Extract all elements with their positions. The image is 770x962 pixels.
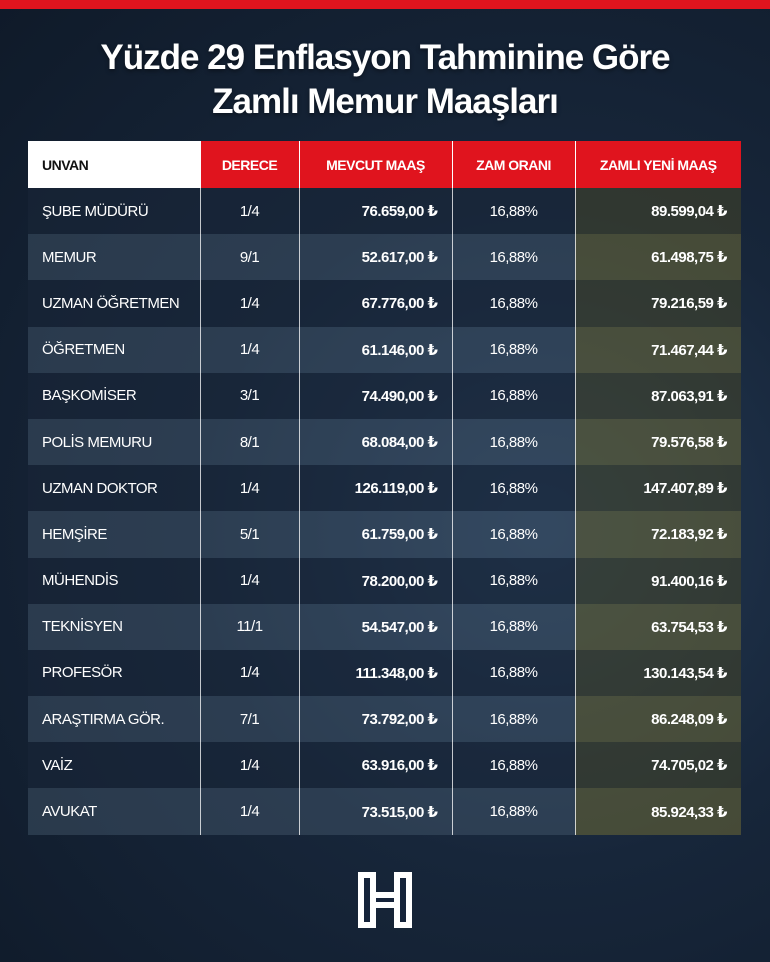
table-cell: 16,88%: [452, 696, 576, 743]
table-row: VAİZ 1/4 63.916,00 ₺ 16,88% 74.705,02 ₺: [28, 742, 741, 789]
table-cell: UZMAN DOKTOR: [28, 465, 201, 512]
table-cell: AVUKAT: [28, 788, 201, 835]
table-cell: 16,88%: [452, 557, 576, 604]
title-line: Yüzde 29 Enflasyon Tahminine Göre: [100, 38, 670, 77]
table-cell: 1/4: [200, 742, 300, 789]
table-row: POLİS MEMURU 8/1 68.084,00 ₺ 16,88% 79.576,5…: [28, 418, 741, 466]
table-cell: 1/4: [200, 649, 300, 697]
table-cell: 111.348,00 ₺: [299, 649, 453, 697]
table-cell: 87.063,91 ₺: [575, 372, 741, 419]
table-cell: 16,88%: [452, 372, 576, 419]
table-cell: 71.467,44 ₺: [575, 326, 741, 373]
table-cell: 1/4: [200, 788, 300, 835]
table-cell: MÜHENDİS: [28, 557, 201, 604]
table-cell: 3/1: [200, 372, 300, 419]
table-row: MEMUR 9/1 52.617,00 ₺ 16,88% 61.498,75 ₺: [28, 234, 741, 281]
table-cell: 61.146,00 ₺: [299, 326, 453, 373]
table-cell: 16,88%: [452, 418, 576, 466]
table-cell: 16,88%: [452, 280, 576, 327]
table-cell: POLİS MEMURU: [28, 418, 201, 466]
column-header: MEVCUT MAAŞ: [299, 141, 453, 188]
table-cell: 63.916,00 ₺: [299, 742, 453, 789]
table-cell: 72.183,92 ₺: [575, 511, 741, 558]
table-body: ŞUBE MÜDÜRÜ 1/4 76.659,00 ₺ 16,88% 89.599,04…: [28, 188, 741, 835]
table-cell: ŞUBE MÜDÜRÜ: [28, 188, 201, 235]
column-header: DERECE: [200, 141, 300, 188]
table-cell: 74.705,02 ₺: [575, 742, 741, 789]
top-bar: [0, 0, 770, 9]
table-cell: TEKNİSYEN: [28, 603, 201, 650]
table-cell: 63.754,53 ₺: [575, 603, 741, 650]
table-cell: 16,88%: [452, 188, 576, 235]
header-row: UNVAN DERECE MEVCUT MAAŞ ZAM ORANI ZAMLI YEN…: [28, 141, 741, 188]
table-cell: 91.400,16 ₺: [575, 557, 741, 604]
table-cell: 86.248,09 ₺: [575, 696, 741, 743]
table-cell: 67.776,00 ₺: [299, 280, 453, 327]
table-cell: 61.498,75 ₺: [575, 234, 741, 281]
table-cell: VAİZ: [28, 742, 201, 789]
table-cell: 5/1: [200, 511, 300, 558]
table-cell: 76.659,00 ₺: [299, 188, 453, 235]
table-cell: BAŞKOMİSER: [28, 372, 201, 419]
table-cell: 73.515,00 ₺: [299, 788, 453, 835]
table-cell: 85.924,33 ₺: [575, 788, 741, 835]
table-row: ARAŞTIRMA GÖR. 7/1 73.792,00 ₺ 16,88% 86.248…: [28, 696, 741, 743]
table-cell: 89.599,04 ₺: [575, 188, 741, 235]
table-cell: 52.617,00 ₺: [299, 234, 453, 281]
table-cell: 61.759,00 ₺: [299, 511, 453, 558]
table-cell: 16,88%: [452, 649, 576, 697]
table-cell: 1/4: [200, 557, 300, 604]
table-row: HEMŞİRE 5/1 61.759,00 ₺ 16,88% 72.183,92 ₺: [28, 511, 741, 558]
column-header: UNVAN: [28, 141, 201, 188]
column-header: ZAM ORANI: [452, 141, 576, 188]
table-cell: 126.119,00 ₺: [299, 465, 453, 512]
table-row: MÜHENDİS 1/4 78.200,00 ₺ 16,88% 91.400,16 ₺: [28, 557, 741, 604]
table-row: UZMAN DOKTOR 1/4 126.119,00 ₺ 16,88% 147.407…: [28, 465, 741, 512]
table-cell: 1/4: [200, 326, 300, 373]
table-cell: 130.143,54 ₺: [575, 649, 741, 697]
table-cell: 1/4: [200, 465, 300, 512]
table-cell: 16,88%: [452, 234, 576, 281]
logo: [358, 872, 412, 928]
title-line: Zamlı Memur Maaşları: [212, 82, 559, 121]
table-cell: 16,88%: [452, 465, 576, 512]
table-cell: 16,88%: [452, 326, 576, 373]
table-cell: HEMŞİRE: [28, 511, 201, 558]
table-row: AVUKAT 1/4 73.515,00 ₺ 16,88% 85.924,33 ₺: [28, 788, 741, 835]
table-cell: 68.084,00 ₺: [299, 418, 453, 466]
table-cell: PROFESÖR: [28, 649, 201, 697]
table-cell: 16,88%: [452, 788, 576, 835]
table-cell: 54.547,00 ₺: [299, 603, 453, 650]
table-row: BAŞKOMİSER 3/1 74.490,00 ₺ 16,88% 87.063,91 …: [28, 372, 741, 419]
table-cell: 1/4: [200, 280, 300, 327]
table-row: UZMAN ÖĞRETMEN 1/4 67.776,00 ₺ 16,88% 79.216…: [28, 280, 741, 327]
table-cell: 147.407,89 ₺: [575, 465, 741, 512]
table-cell: ARAŞTIRMA GÖR.: [28, 696, 201, 743]
table-cell: 16,88%: [452, 603, 576, 650]
table-cell: 73.792,00 ₺: [299, 696, 453, 743]
table-cell: MEMUR: [28, 234, 201, 281]
title: Yüzde 29 Enflasyon Tahminine Göre Zamlı …: [0, 36, 770, 124]
table-row: PROFESÖR 1/4 111.348,00 ₺ 16,88% 130.143,54 …: [28, 649, 741, 697]
table-cell: 78.200,00 ₺: [299, 557, 453, 604]
table-row: ŞUBE MÜDÜRÜ 1/4 76.659,00 ₺ 16,88% 89.599,04…: [28, 188, 741, 235]
table-cell: 16,88%: [452, 511, 576, 558]
table-cell: 7/1: [200, 696, 300, 743]
salary-table: UNVAN DERECE MEVCUT MAAŞ ZAM ORANI ZAMLI YEN…: [28, 141, 741, 835]
table-cell: 11/1: [200, 603, 300, 650]
table-cell: 8/1: [200, 418, 300, 466]
table-cell: 1/4: [200, 188, 300, 235]
table-cell: 16,88%: [452, 742, 576, 789]
column-header: ZAMLI YENİ MAAŞ: [575, 141, 741, 188]
table-cell: ÖĞRETMEN: [28, 326, 201, 373]
table-cell: 79.216,59 ₺: [575, 280, 741, 327]
table-row: ÖĞRETMEN 1/4 61.146,00 ₺ 16,88% 71.467,44 ₺: [28, 326, 741, 373]
table-row: TEKNİSYEN 11/1 54.547,00 ₺ 16,88% 63.754,53 …: [28, 603, 741, 650]
table-cell: 74.490,00 ₺: [299, 372, 453, 419]
table-cell: 9/1: [200, 234, 300, 281]
table-cell: UZMAN ÖĞRETMEN: [28, 280, 201, 327]
table-cell: 79.576,58 ₺: [575, 418, 741, 466]
